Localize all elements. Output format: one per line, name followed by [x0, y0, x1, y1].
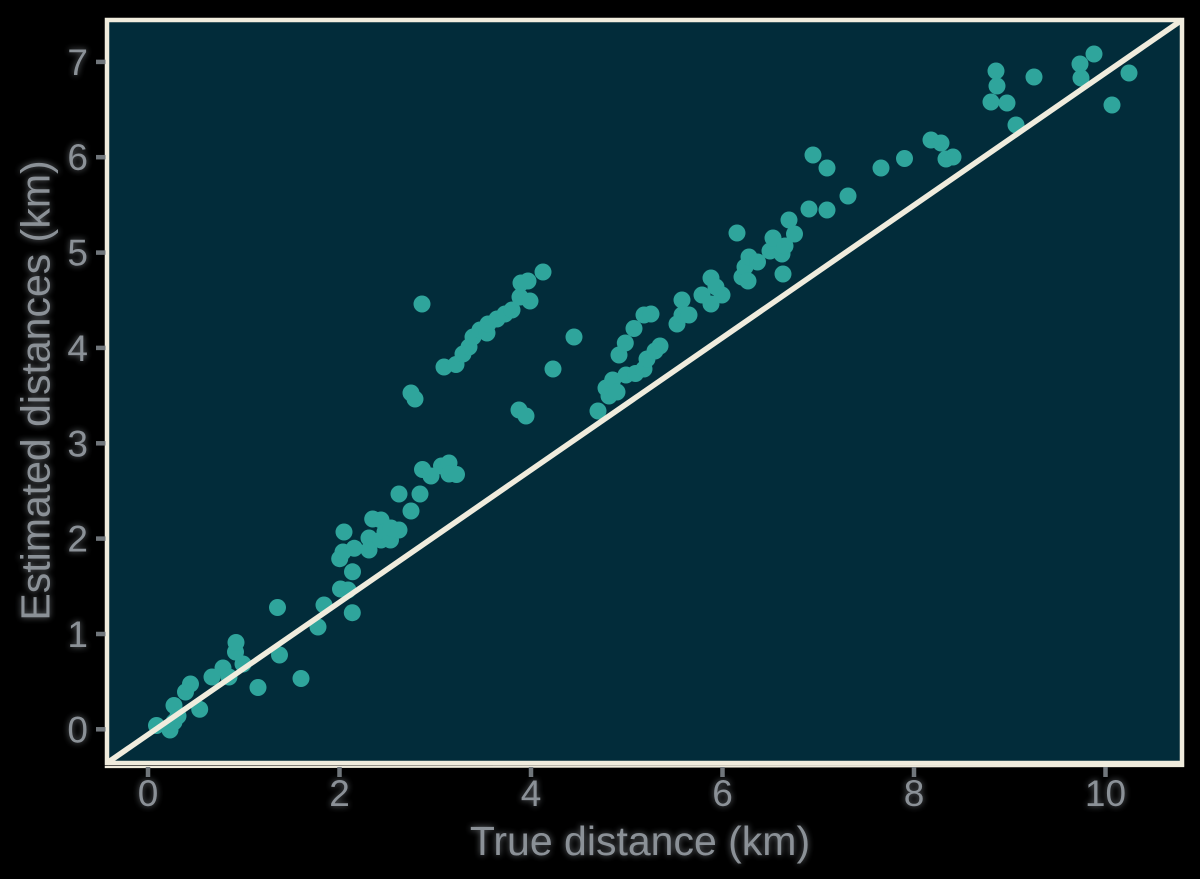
- svg-text:6: 6: [712, 773, 733, 814]
- svg-text:3: 3: [67, 423, 88, 464]
- svg-text:8: 8: [904, 773, 925, 814]
- svg-text:6: 6: [712, 773, 733, 814]
- svg-text:10: 10: [1085, 773, 1126, 814]
- svg-text:0: 0: [67, 709, 88, 750]
- svg-text:5: 5: [67, 233, 88, 274]
- svg-text:4: 4: [521, 773, 542, 814]
- svg-text:1: 1: [67, 614, 88, 655]
- svg-text:4: 4: [67, 328, 88, 369]
- svg-text:7: 7: [67, 42, 88, 83]
- svg-text:0: 0: [67, 709, 88, 750]
- svg-text:0: 0: [138, 773, 159, 814]
- svg-text:Estimated distances (km): Estimated distances (km): [13, 160, 59, 620]
- svg-text:Estimated distances (km): Estimated distances (km): [13, 160, 59, 620]
- svg-text:10: 10: [1085, 773, 1126, 814]
- svg-text:4: 4: [521, 773, 542, 814]
- svg-text:True distance (km): True distance (km): [470, 818, 810, 864]
- svg-text:1: 1: [67, 614, 88, 655]
- svg-text:6: 6: [67, 137, 88, 178]
- svg-text:8: 8: [904, 773, 925, 814]
- svg-text:True distance (km): True distance (km): [470, 818, 810, 864]
- svg-text:4: 4: [67, 328, 88, 369]
- svg-text:2: 2: [67, 519, 88, 560]
- svg-text:6: 6: [67, 137, 88, 178]
- svg-text:2: 2: [329, 773, 350, 814]
- svg-text:7: 7: [67, 42, 88, 83]
- svg-text:3: 3: [67, 423, 88, 464]
- svg-text:2: 2: [329, 773, 350, 814]
- svg-text:5: 5: [67, 233, 88, 274]
- svg-text:2: 2: [67, 519, 88, 560]
- svg-text:0: 0: [138, 773, 159, 814]
